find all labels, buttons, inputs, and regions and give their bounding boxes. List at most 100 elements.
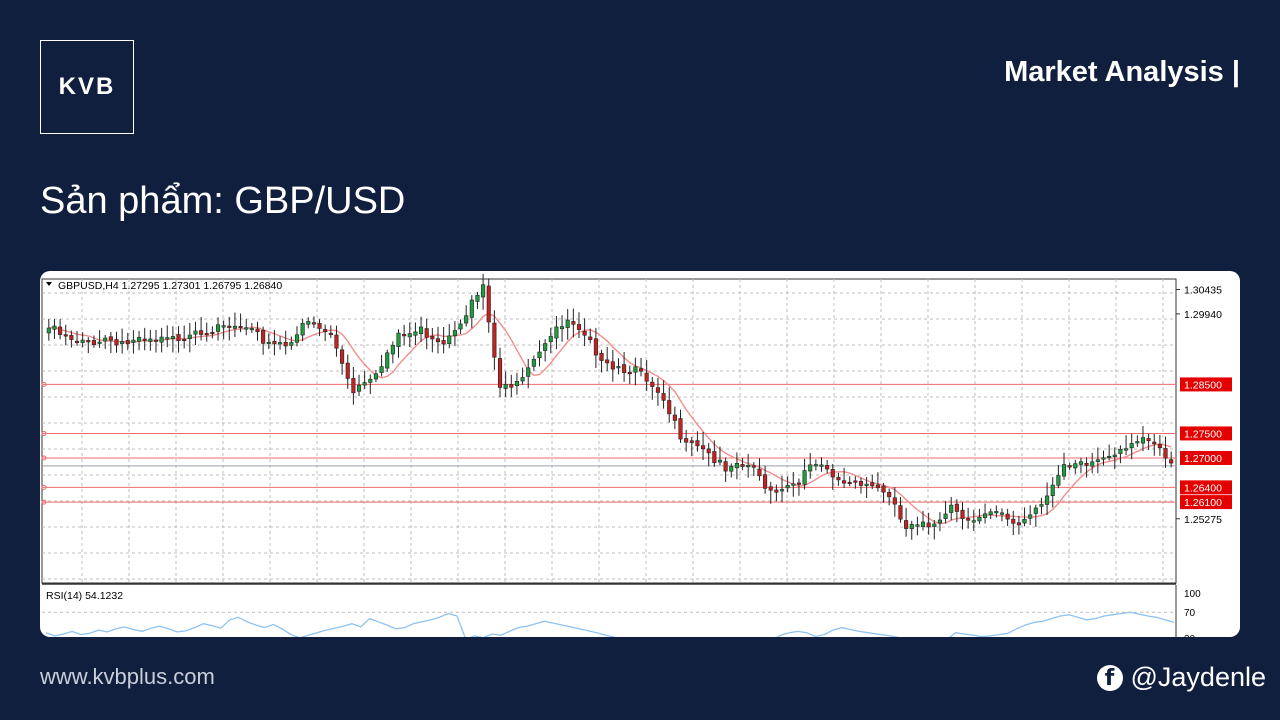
bear-candle bbox=[605, 359, 610, 364]
chart-menu-triangle-icon bbox=[46, 282, 52, 286]
bull-candle bbox=[368, 378, 373, 383]
level-line-handle bbox=[41, 484, 47, 490]
bull-candle bbox=[481, 284, 486, 298]
bear-candle bbox=[887, 491, 892, 498]
social-handle-text: @Jaydenle bbox=[1130, 662, 1267, 692]
bull-candle bbox=[193, 330, 198, 335]
bull-candle bbox=[1050, 484, 1055, 497]
bull-candle bbox=[1135, 441, 1140, 444]
bear-candle bbox=[486, 285, 491, 323]
level-price-label: 1.27000 bbox=[1184, 453, 1222, 465]
bear-candle bbox=[712, 451, 717, 464]
bull-candle bbox=[1129, 443, 1134, 449]
bull-candle bbox=[356, 384, 362, 392]
rsi-level-label: 100 bbox=[1184, 589, 1201, 600]
bull-candle bbox=[103, 337, 108, 342]
bull-candle bbox=[469, 299, 474, 318]
bull-candle bbox=[249, 328, 254, 331]
bull-candle bbox=[137, 336, 142, 342]
bear-candle bbox=[655, 387, 660, 393]
bull-candle bbox=[543, 343, 548, 351]
level-price-tag bbox=[1180, 480, 1232, 495]
bull-candle bbox=[131, 339, 136, 343]
bull-candle bbox=[999, 512, 1005, 515]
bull-candle bbox=[289, 342, 294, 346]
bear-candle bbox=[875, 484, 880, 489]
bull-candle bbox=[937, 519, 942, 524]
bear-candle bbox=[497, 358, 503, 388]
bear-candle bbox=[1067, 465, 1072, 468]
bull-candle bbox=[148, 338, 153, 342]
bull-candle bbox=[1028, 514, 1033, 519]
bull-candle bbox=[390, 345, 395, 355]
bull-candle bbox=[385, 352, 390, 369]
bull-candle bbox=[526, 367, 531, 377]
level-line-handle bbox=[41, 430, 47, 436]
bear-candle bbox=[176, 334, 181, 341]
bear-candle bbox=[689, 440, 694, 443]
bull-candle bbox=[560, 326, 565, 330]
bear-candle bbox=[644, 372, 649, 382]
bull-candle bbox=[419, 326, 424, 335]
bear-candle bbox=[610, 361, 615, 370]
bear-candle bbox=[492, 322, 497, 358]
bull-candle bbox=[396, 332, 401, 347]
bull-candle bbox=[520, 377, 525, 382]
bear-candle bbox=[825, 465, 830, 470]
rsi-label: RSI(14) 54.1232 bbox=[46, 590, 123, 602]
bear-candle bbox=[870, 482, 875, 487]
bull-candle bbox=[464, 315, 469, 324]
bull-candle bbox=[729, 466, 734, 472]
bear-candle bbox=[238, 326, 243, 329]
bear-candle bbox=[1005, 513, 1010, 520]
bull-candle bbox=[915, 524, 920, 527]
bull-candle bbox=[983, 513, 988, 518]
bear-candle bbox=[768, 486, 773, 491]
bear-candle bbox=[672, 414, 677, 421]
bull-candle bbox=[379, 366, 384, 373]
bear-candle bbox=[571, 321, 576, 325]
bear-candle bbox=[622, 364, 627, 373]
bull-candle bbox=[819, 464, 824, 467]
bull-candle bbox=[791, 483, 796, 486]
bull-candle bbox=[734, 462, 739, 469]
bull-candle bbox=[1033, 507, 1038, 514]
level-price-label: 1.28500 bbox=[1184, 379, 1222, 391]
bear-candle bbox=[108, 336, 113, 341]
bear-candle bbox=[272, 340, 277, 345]
level-price-label: 1.26400 bbox=[1184, 482, 1222, 494]
bear-candle bbox=[86, 340, 91, 343]
bull-candle bbox=[97, 341, 102, 344]
bear-candle bbox=[424, 328, 429, 338]
bull-candle bbox=[215, 324, 221, 332]
website-url: www.kvbplus.com bbox=[40, 664, 215, 689]
bull-candle bbox=[1118, 448, 1123, 454]
bear-candle bbox=[684, 438, 689, 443]
bear-candle bbox=[182, 338, 187, 342]
bear-candle bbox=[796, 482, 801, 485]
bear-candle bbox=[328, 332, 333, 335]
bear-candle bbox=[695, 440, 700, 447]
bear-candle bbox=[954, 503, 959, 512]
level-price-tag bbox=[1180, 426, 1232, 441]
bull-candle bbox=[1112, 454, 1117, 457]
bear-candle bbox=[1157, 443, 1162, 449]
bear-candle bbox=[723, 461, 728, 472]
bear-candle bbox=[204, 333, 209, 336]
bull-candle bbox=[537, 351, 542, 359]
bear-candle bbox=[323, 329, 328, 332]
bear-candle bbox=[1152, 441, 1157, 445]
bull-candle bbox=[407, 333, 412, 338]
bull-candle bbox=[802, 470, 807, 485]
bull-candle bbox=[1140, 437, 1146, 444]
logo-text: KVB bbox=[58, 73, 116, 100]
bear-candle bbox=[701, 445, 706, 450]
level-line-handle bbox=[41, 381, 47, 387]
level-price-label: 1.26100 bbox=[1184, 497, 1222, 509]
rsi-level-label: 70 bbox=[1184, 608, 1196, 619]
bear-candle bbox=[627, 371, 632, 375]
bear-candle bbox=[650, 381, 655, 387]
bear-candle bbox=[58, 326, 63, 335]
bull-candle bbox=[943, 513, 948, 519]
y-tick-label: 1.30435 bbox=[1184, 285, 1222, 297]
